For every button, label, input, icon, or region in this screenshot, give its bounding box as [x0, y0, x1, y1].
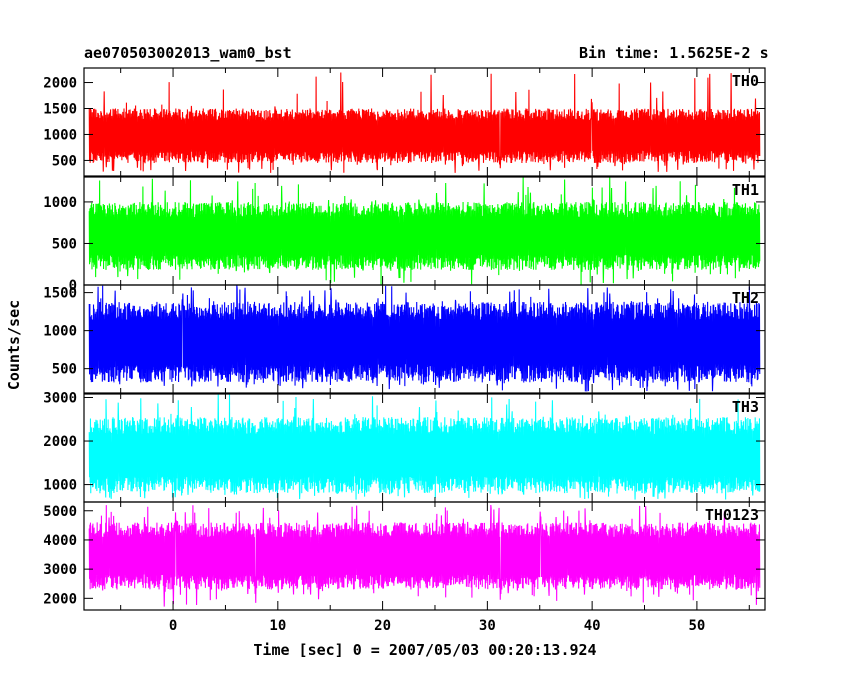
series-line-th1	[88, 177, 761, 285]
panel-frame	[83, 284, 766, 394]
panel-frame	[83, 67, 766, 177]
panels-layer: TH0500100015002000TH105001000TH250010001…	[43, 67, 766, 634]
x-tick-label: 40	[584, 618, 601, 634]
panel-frame	[83, 501, 766, 611]
x-tick-label: 50	[688, 618, 705, 634]
panel-label-th1: TH1	[732, 181, 759, 199]
y-tick-label: 1000	[43, 127, 77, 143]
y-tick-label: 3000	[43, 562, 77, 578]
y-tick-label: 500	[52, 153, 77, 169]
panel-th0123: TH0123 2000 3000 4000 5000	[43, 501, 766, 611]
panel-label-th0: TH0	[732, 72, 759, 90]
y-tick-label: 5000	[43, 504, 77, 520]
series-line-th2	[88, 285, 761, 392]
y-axis-label: Counts/sec	[5, 300, 23, 390]
panel-label-th2: TH2	[732, 289, 759, 307]
x-tick-label: 0	[169, 618, 177, 634]
chart-title: ae070503002013_wam0_bst	[84, 44, 292, 62]
x-tick-label: 10	[269, 618, 286, 634]
y-tick-label: 2000	[43, 591, 77, 607]
x-tick-label: 30	[479, 618, 496, 634]
panel-label-th0123: TH0123	[705, 506, 759, 524]
panel-th2: TH2 500 1000 1500	[43, 284, 766, 394]
y-tick-label: 3000	[43, 390, 77, 406]
series-line-th0123	[88, 504, 761, 607]
y-tick-label: 4000	[43, 533, 77, 549]
y-tick-label: 500	[52, 236, 77, 252]
y-tick-label: 2000	[43, 76, 77, 92]
bin-time-label: Bin time: 1.5625E-2 s	[579, 44, 769, 62]
y-tick-label: 1500	[43, 102, 77, 118]
series-line-th0	[88, 72, 761, 173]
panel-th1: TH1 0 500 1000	[43, 176, 766, 294]
panel-th3: TH3 1000 2000 3000	[43, 390, 766, 503]
y-tick-label: 1000	[43, 195, 77, 211]
y-tick-label: 1000	[43, 324, 77, 340]
y-tick-label: 1500	[43, 286, 77, 302]
y-tick-label: 500	[52, 362, 77, 378]
series-line-th3	[88, 394, 761, 500]
panel-label-th3: TH3	[732, 398, 759, 416]
y-tick-label: 1000	[43, 478, 77, 494]
x-tick-label: 20	[374, 618, 391, 634]
panel-th0: TH0 500 1000 1500 2000	[43, 67, 766, 177]
y-tick-label: 0	[69, 278, 77, 294]
y-tick-label: 2000	[43, 434, 77, 450]
x-axis-label: Time [sec] 0 = 2007/05/03 00:20:13.924	[253, 641, 596, 659]
